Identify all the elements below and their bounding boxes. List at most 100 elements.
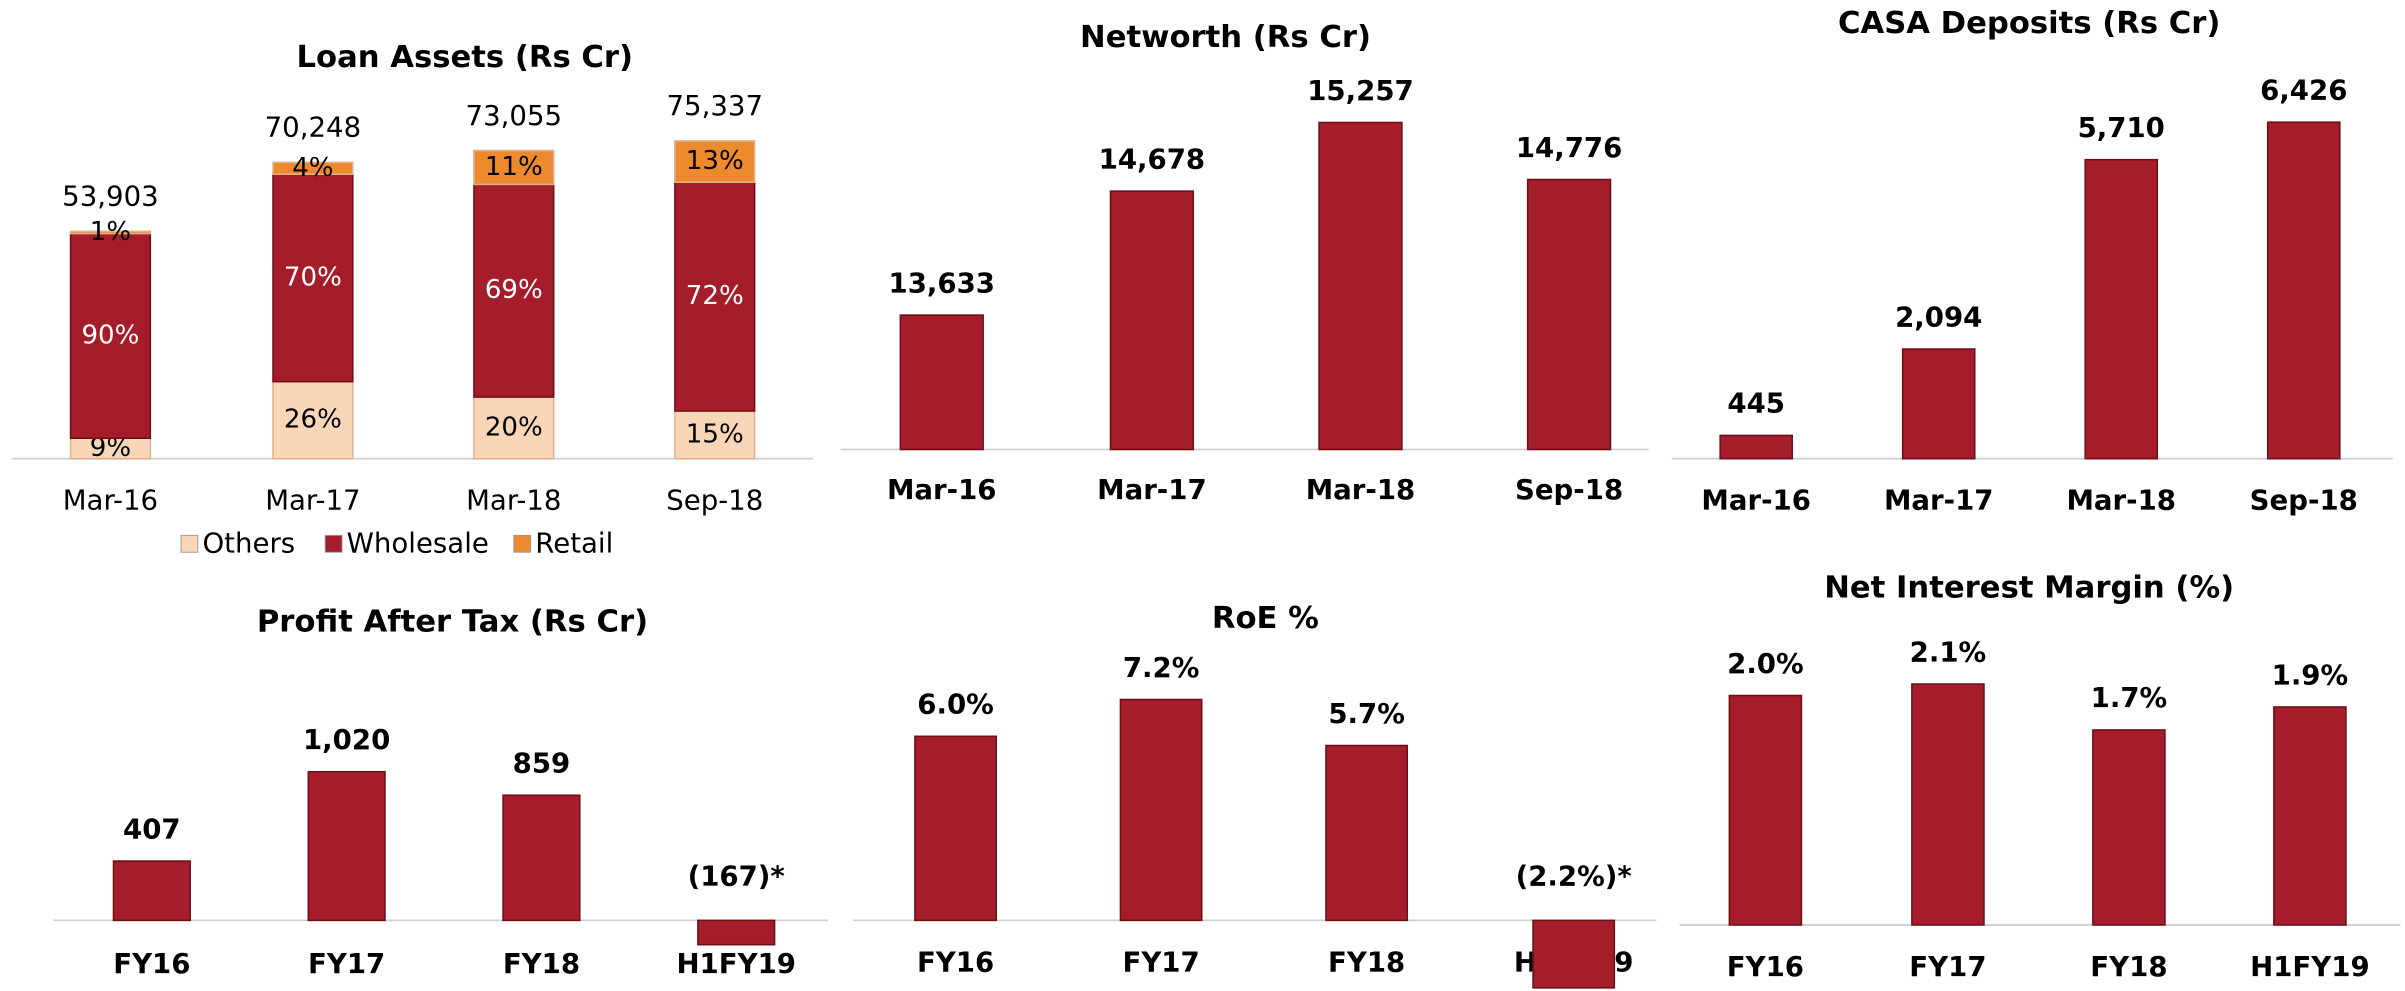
value-label: 1,020 <box>303 723 390 756</box>
value-label: 859 <box>513 747 571 780</box>
bar <box>2273 706 2347 926</box>
legend-swatch <box>513 534 532 553</box>
bar-segment <box>272 161 354 176</box>
bar <box>1719 434 1794 460</box>
segment-label: 15% <box>686 419 744 449</box>
x-tick-label: FY16 <box>1727 950 1804 983</box>
bar <box>899 314 984 451</box>
chart-title: Net Interest Margin (%) <box>1824 571 2234 606</box>
x-tick-label: Mar-17 <box>265 484 360 517</box>
legend-label: Others <box>202 527 295 560</box>
bar-segment <box>272 380 354 460</box>
bar <box>1901 348 1976 460</box>
value-label: 14,776 <box>1516 131 1622 164</box>
x-tick-label: Sep-18 <box>666 484 763 517</box>
value-label: 5,710 <box>2078 111 2165 144</box>
value-label: 7.2% <box>1123 651 1200 684</box>
legend-label: Retail <box>535 527 613 560</box>
total-label: 75,337 <box>666 89 763 122</box>
x-tick-label: FY17 <box>308 947 385 980</box>
value-label: (2.2%)* <box>1516 859 1632 892</box>
x-tick-label: Mar-16 <box>887 473 997 506</box>
value-label: 1.9% <box>2272 658 2349 691</box>
bar <box>1911 683 1985 926</box>
value-label: 2.0% <box>1727 647 1804 680</box>
chart-title: RoE % <box>1212 601 1319 636</box>
value-label: 2,094 <box>1895 300 1982 333</box>
value-label: 14,678 <box>1099 142 1205 175</box>
bar-segment <box>473 149 555 186</box>
value-label: 15,257 <box>1307 74 1413 107</box>
segment-label: 1% <box>90 217 131 247</box>
bar <box>1318 121 1403 451</box>
bar <box>1728 694 1803 926</box>
bar <box>1109 190 1195 451</box>
x-tick-label: H1FY19 <box>676 947 796 980</box>
value-label: 1.7% <box>2091 681 2168 714</box>
bar <box>914 735 997 922</box>
bar <box>2092 729 2166 926</box>
x-tick-label: Mar-17 <box>1097 473 1207 506</box>
bar-segment <box>272 173 354 383</box>
x-tick-label: FY16 <box>113 947 190 980</box>
bar-segment <box>473 396 555 460</box>
segment-label: 70% <box>284 262 342 292</box>
segment-label: 13% <box>686 146 744 176</box>
x-tick-label: Mar-18 <box>466 484 561 517</box>
bar <box>2266 121 2341 460</box>
value-label: 13,633 <box>889 266 995 299</box>
segment-label: 69% <box>485 275 543 305</box>
value-label: 5.7% <box>1328 697 1405 730</box>
bar <box>1325 744 1409 922</box>
value-label: (167)* <box>688 859 785 892</box>
segment-label: 72% <box>686 281 744 311</box>
x-tick-label: Mar-16 <box>1701 484 1811 517</box>
x-tick-label: Mar-16 <box>63 484 158 517</box>
segment-label: 26% <box>284 405 342 435</box>
bar-segment <box>674 181 756 412</box>
bar <box>307 770 386 922</box>
bar-segment <box>69 232 152 439</box>
bar <box>1119 698 1203 922</box>
x-tick-label: FY16 <box>917 945 994 978</box>
chart-title: CASA Deposits (Rs Cr) <box>1838 6 2220 41</box>
legend-swatch <box>324 534 343 553</box>
legend-swatch <box>180 534 199 553</box>
segment-label: 20% <box>485 412 543 442</box>
value-label: 6.0% <box>917 688 994 721</box>
legend-label: Wholesale <box>347 527 489 560</box>
x-tick-label: FY17 <box>1122 945 1199 978</box>
chart-title: Profit After Tax (Rs Cr) <box>257 604 648 639</box>
bar <box>502 794 581 922</box>
bar <box>697 919 776 946</box>
chart-title: Networth (Rs Cr) <box>1080 20 1371 55</box>
bar-segment <box>473 183 555 398</box>
bar <box>112 860 191 922</box>
bar <box>1526 178 1612 451</box>
segment-label: 11% <box>485 152 543 182</box>
bar-segment <box>674 410 756 460</box>
x-tick-label: FY18 <box>2090 950 2167 983</box>
segment-label: 4% <box>292 153 333 183</box>
total-label: 53,903 <box>62 180 159 213</box>
total-label: 73,055 <box>466 99 563 132</box>
value-label: 445 <box>1727 387 1785 420</box>
bar-segment <box>69 230 152 235</box>
x-tick-label: FY18 <box>1328 945 1405 978</box>
bar-segment <box>674 140 756 183</box>
bar <box>1532 919 1616 989</box>
chart-title: Loan Assets (Rs Cr) <box>296 40 633 75</box>
x-tick-label: H1FY19 <box>2250 950 2370 983</box>
x-tick-label: Sep-18 <box>2250 484 2358 517</box>
x-tick-label: FY18 <box>503 947 580 980</box>
x-tick-label: Mar-18 <box>1306 473 1416 506</box>
x-tick-label: Sep-18 <box>1515 473 1623 506</box>
segment-label: 90% <box>81 320 139 350</box>
value-label: 6,426 <box>2260 73 2347 106</box>
x-tick-label: Mar-18 <box>2066 484 2176 517</box>
x-tick-label: Mar-17 <box>1884 484 1994 517</box>
value-label: 2.1% <box>1910 635 1987 668</box>
total-label: 70,248 <box>265 111 362 144</box>
